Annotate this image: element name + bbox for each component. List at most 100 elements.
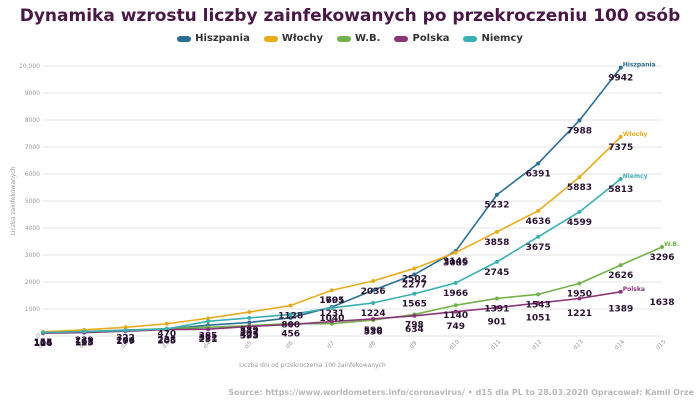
data-point [494,296,499,301]
data-label: 393 [240,331,259,341]
data-point [536,161,541,166]
legend-item-4[interactable]: Polska [394,33,449,44]
x-tick-label: d2 [119,340,129,350]
x-tick-label: d7 [326,340,336,350]
data-label: 2036 [361,287,386,297]
data-label: 155 [34,338,53,348]
data-label: 2277 [402,281,427,291]
legend-item-2[interactable]: Włochy [263,33,324,44]
data-label: 251 [199,335,218,345]
x-tick-label: d15 [654,338,667,351]
data-label: 206 [116,336,135,346]
data-label: 104 [34,339,53,349]
data-point [288,315,293,320]
data-point [453,280,458,285]
data-point [536,301,541,306]
x-tick-label: d6 [284,340,294,350]
data-point [329,305,334,310]
data-point [371,288,376,293]
data-label: 1695 [319,296,344,306]
chart-title: Dynamika wzrostu liczby zainfekowanych p… [19,6,681,26]
x-tick-label: d14 [613,338,626,351]
data-label: 3675 [526,243,551,253]
data-label: 456 [281,330,300,340]
y-tick-label: 4000 [25,225,40,232]
data-label: 7988 [567,126,592,136]
legend-label: Włochy [281,33,324,44]
x-tick-label: d9 [408,340,418,350]
data-point [206,319,211,324]
series-end-label: Hiszpania [623,62,656,69]
data-label: 1224 [361,309,386,319]
legend-item-1[interactable]: Hiszpania [177,33,250,44]
legend-item-3[interactable]: W.B. [337,33,380,44]
data-point [247,320,252,325]
data-point [577,281,582,286]
data-label: 1231 [319,309,344,319]
data-point [453,309,458,314]
x-axis-label: Liczba dni od przekroczenia 100 zainfeko… [239,362,386,369]
data-point [206,316,211,321]
data-point [453,250,458,255]
series-end-label: Włochy [623,131,648,138]
data-point [577,209,582,214]
data-point [577,296,582,301]
legend-swatch [463,35,478,42]
data-label: 798 [405,320,424,330]
data-point [288,322,293,327]
data-label: 116 [34,339,53,349]
y-tick-label: 0 [36,333,40,340]
y-axis-label: Liczba zainfekowanych [10,166,17,235]
data-label: 1966 [443,289,468,299]
data-label: 3296 [649,253,674,263]
legend-swatch [263,35,278,42]
y-tick-label: 7000 [25,144,40,151]
series-end-label: Polska [623,286,645,293]
data-point [494,259,499,264]
y-tick-label: 6000 [25,171,40,178]
data-point [371,316,376,321]
data-point [536,234,541,239]
data-label: 470 [157,329,176,339]
data-label: 177 [116,337,135,347]
data-point [618,289,623,294]
data-point [494,305,499,310]
data-point [247,310,252,315]
data-label: 1391 [484,304,509,314]
y-tick-label: 5000 [25,198,40,205]
legend-item-5[interactable]: Niemcy [463,33,523,44]
data-label: 1638 [649,298,674,308]
data-point [41,330,45,335]
data-label: 1565 [402,300,427,310]
data-point [164,321,169,326]
data-point [494,229,499,234]
data-point [660,245,664,250]
series-end-label: Niemcy [623,173,648,180]
y-tick-label: 1000 [25,306,40,313]
legend: Hiszpania Włochy W.B. Polska Niemcy [0,33,700,44]
data-point [618,65,623,70]
series-end-label: W.B. [664,241,679,248]
data-label: 2626 [608,271,633,281]
legend-label: Niemcy [481,33,523,44]
data-label: 385 [199,332,218,342]
data-point [412,291,417,296]
x-tick-label: d13 [572,338,585,351]
data-point [288,312,293,317]
legend-swatch [177,35,192,42]
data-point [82,329,87,334]
x-tick-label: d11 [489,338,502,351]
data-label: 1389 [608,304,633,314]
y-tick-label: 2000 [25,279,40,286]
data-label: 749 [446,322,465,332]
data-label: 9942 [608,74,633,84]
data-point [536,208,541,213]
data-label: 1128 [278,312,303,322]
data-label: 125 [75,339,94,349]
data-label: 163 [75,338,94,348]
data-label: 1051 [526,314,551,324]
data-label: 322 [116,333,135,343]
data-label: 1543 [526,300,551,310]
data-point [494,192,499,197]
x-tick-label: d8 [367,340,377,350]
